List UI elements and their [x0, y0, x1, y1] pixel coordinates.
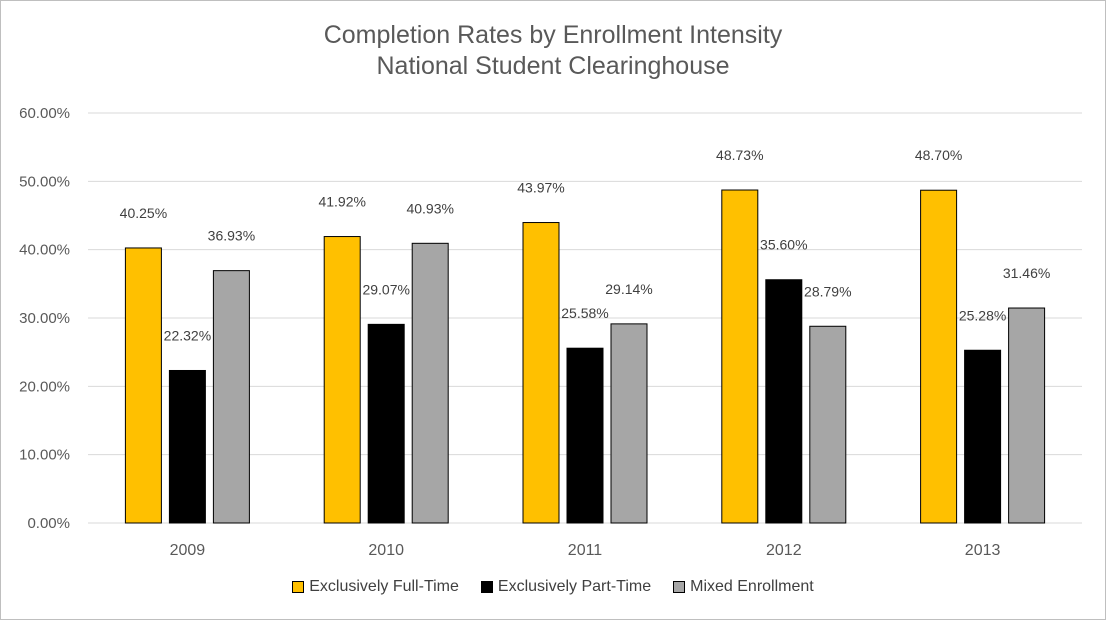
bar — [124, 247, 162, 524]
data-label: 25.58% — [561, 305, 608, 321]
bar — [367, 323, 405, 524]
y-tick-label: 50.00% — [19, 173, 70, 190]
legend-item-part-time: Exclusively Part-Time — [480, 578, 652, 596]
data-label: 35.60% — [760, 237, 807, 253]
data-label: 43.97% — [517, 180, 564, 196]
legend-label-part-time: Exclusively Part-Time — [497, 578, 652, 595]
x-tick-label: 2012 — [766, 542, 802, 559]
y-tick-label: 10.00% — [19, 447, 70, 464]
legend-label-mixed: Mixed Enrollment — [690, 578, 814, 595]
data-label: 48.73% — [716, 147, 763, 163]
x-tick-label: 2011 — [568, 542, 603, 559]
chart-title-line: Completion Rates by Enrollment Intensity — [323, 21, 783, 49]
bar — [168, 369, 206, 524]
x-tick-label: 2013 — [965, 542, 1001, 559]
legend-swatch-part-time — [480, 581, 493, 593]
data-label: 25.28% — [959, 307, 1006, 323]
data-label: 31.46% — [1003, 265, 1050, 281]
data-label: 28.79% — [804, 283, 851, 299]
data-label: 36.93% — [208, 228, 255, 244]
data-label: 48.70% — [915, 147, 962, 163]
data-label: 29.07% — [362, 281, 409, 297]
legend-swatch-full-time — [292, 581, 305, 593]
bar — [765, 279, 803, 524]
x-tick-label: 2009 — [170, 542, 206, 559]
bar — [566, 347, 604, 524]
data-label: 40.25% — [120, 205, 167, 221]
data-label: 40.93% — [406, 200, 453, 216]
data-label: 22.32% — [164, 327, 211, 343]
bar — [1008, 307, 1046, 524]
bar — [522, 222, 560, 524]
legend-label-full-time: Exclusively Full-Time — [309, 578, 459, 595]
bar — [920, 189, 958, 524]
bar — [323, 236, 361, 524]
legend-item-full-time: Exclusively Full-Time — [292, 578, 459, 596]
y-tick-label: 20.00% — [19, 378, 70, 395]
chart-subtitle: National Student Clearinghouse — [376, 52, 730, 80]
y-tick-label: 40.00% — [19, 242, 70, 259]
bar — [721, 189, 759, 524]
y-tick-label: 60.00% — [19, 105, 70, 122]
x-tick-label: 2010 — [368, 542, 404, 559]
chart-title: Completion Rates by Enrollment Intensity… — [0, 20, 1106, 82]
bar — [809, 325, 847, 524]
bar — [411, 242, 449, 524]
legend: Exclusively Full-Time Exclusively Part-T… — [0, 578, 1106, 596]
y-tick-label: 30.00% — [19, 310, 70, 327]
data-label: 29.14% — [605, 281, 652, 297]
legend-item-mixed: Mixed Enrollment — [673, 578, 814, 596]
bar — [964, 349, 1002, 524]
data-label: 41.92% — [318, 194, 365, 210]
bar — [610, 323, 648, 524]
y-tick-label: 0.00% — [27, 515, 70, 532]
legend-swatch-mixed — [673, 581, 686, 593]
bar — [212, 270, 250, 524]
